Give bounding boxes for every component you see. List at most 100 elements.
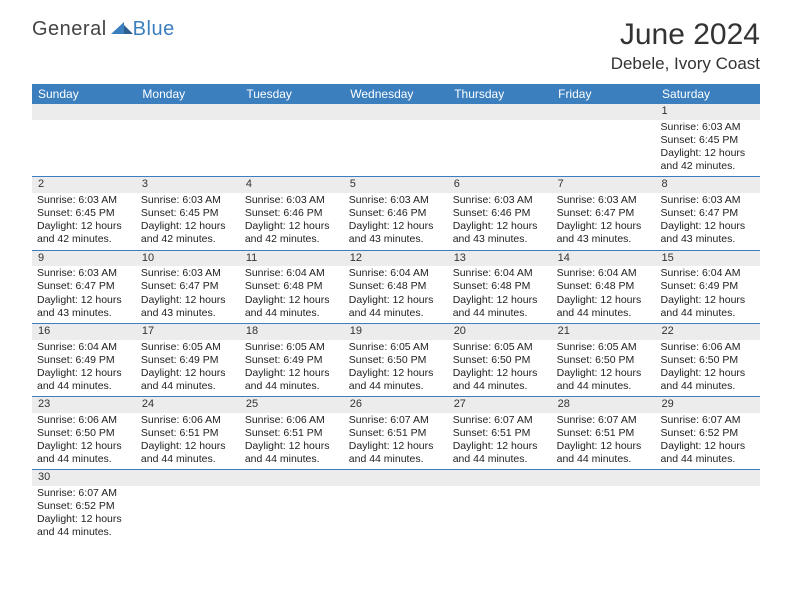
day-cell: Sunrise: 6:04 AMSunset: 6:48 PMDaylight:…	[344, 266, 448, 323]
daylight-line1: Daylight: 12 hours	[37, 294, 131, 307]
location: Debele, Ivory Coast	[611, 54, 760, 74]
daylight-line2: and 44 minutes.	[661, 307, 755, 320]
daylight-line2: and 43 minutes.	[453, 233, 547, 246]
sunset-text: Sunset: 6:49 PM	[37, 354, 131, 367]
daylight-line2: and 42 minutes.	[661, 160, 755, 173]
sunrise-text: Sunrise: 6:04 AM	[453, 267, 547, 280]
daylight-line1: Daylight: 12 hours	[557, 294, 651, 307]
daylight-line2: and 43 minutes.	[349, 233, 443, 246]
day-number: 8	[662, 178, 668, 190]
header-monday: Monday	[136, 84, 240, 104]
sunset-text: Sunset: 6:51 PM	[349, 427, 443, 440]
sunrise-text: Sunrise: 6:03 AM	[37, 267, 131, 280]
sunset-text: Sunset: 6:52 PM	[661, 427, 755, 440]
day-number-cell: 11	[240, 250, 344, 266]
day-number: 23	[38, 398, 50, 410]
logo-text-general: General	[32, 18, 107, 41]
daylight-line1: Daylight: 12 hours	[557, 367, 651, 380]
sunrise-text: Sunrise: 6:05 AM	[557, 341, 651, 354]
day-cell: Sunrise: 6:06 AMSunset: 6:51 PMDaylight:…	[136, 413, 240, 470]
day-cell	[136, 486, 240, 543]
day-number-cell: 7	[552, 177, 656, 193]
daylight-line1: Daylight: 12 hours	[245, 440, 339, 453]
day-number-cell: 22	[656, 323, 760, 339]
daylight-line2: and 44 minutes.	[453, 380, 547, 393]
sunrise-text: Sunrise: 6:04 AM	[349, 267, 443, 280]
daylight-line1: Daylight: 12 hours	[349, 440, 443, 453]
day-number-cell: 17	[136, 323, 240, 339]
day-cell: Sunrise: 6:04 AMSunset: 6:49 PMDaylight:…	[32, 340, 136, 397]
day-number: 27	[454, 398, 466, 410]
day-cell: Sunrise: 6:07 AMSunset: 6:51 PMDaylight:…	[552, 413, 656, 470]
day-cell: Sunrise: 6:03 AMSunset: 6:45 PMDaylight:…	[656, 120, 760, 177]
daylight-line1: Daylight: 12 hours	[349, 367, 443, 380]
day-number: 7	[558, 178, 564, 190]
day-number-cell	[240, 104, 344, 120]
sunset-text: Sunset: 6:50 PM	[453, 354, 547, 367]
day-number: 22	[662, 325, 674, 337]
sunrise-text: Sunrise: 6:03 AM	[349, 194, 443, 207]
day-number-cell: 26	[344, 397, 448, 413]
daylight-line1: Daylight: 12 hours	[141, 220, 235, 233]
day-cell: Sunrise: 6:05 AMSunset: 6:49 PMDaylight:…	[136, 340, 240, 397]
daylight-line2: and 44 minutes.	[453, 307, 547, 320]
day-number-cell: 19	[344, 323, 448, 339]
day-cell: Sunrise: 6:06 AMSunset: 6:50 PMDaylight:…	[656, 340, 760, 397]
daylight-line1: Daylight: 12 hours	[37, 440, 131, 453]
day-number-cell: 23	[32, 397, 136, 413]
sunrise-text: Sunrise: 6:03 AM	[245, 194, 339, 207]
day-cell: Sunrise: 6:05 AMSunset: 6:50 PMDaylight:…	[552, 340, 656, 397]
sunrise-text: Sunrise: 6:03 AM	[37, 194, 131, 207]
day-number: 3	[142, 178, 148, 190]
daylight-line1: Daylight: 12 hours	[661, 294, 755, 307]
sunset-text: Sunset: 6:50 PM	[661, 354, 755, 367]
day-cell: Sunrise: 6:07 AMSunset: 6:51 PMDaylight:…	[448, 413, 552, 470]
day-number: 9	[38, 252, 44, 264]
day-number: 30	[38, 471, 50, 483]
header-saturday: Saturday	[656, 84, 760, 104]
day-cell	[240, 486, 344, 543]
day-number-cell: 18	[240, 323, 344, 339]
sunset-text: Sunset: 6:47 PM	[37, 280, 131, 293]
day-number-cell	[136, 104, 240, 120]
day-cell: Sunrise: 6:04 AMSunset: 6:48 PMDaylight:…	[240, 266, 344, 323]
day-number-cell: 13	[448, 250, 552, 266]
daylight-line2: and 44 minutes.	[557, 307, 651, 320]
day-cell: Sunrise: 6:04 AMSunset: 6:48 PMDaylight:…	[448, 266, 552, 323]
day-number-cell: 28	[552, 397, 656, 413]
day-data-row: Sunrise: 6:03 AMSunset: 6:47 PMDaylight:…	[32, 266, 760, 323]
daylight-line2: and 43 minutes.	[141, 307, 235, 320]
sunset-text: Sunset: 6:45 PM	[661, 134, 755, 147]
day-cell	[32, 120, 136, 177]
daylight-line1: Daylight: 12 hours	[557, 220, 651, 233]
month-title: June 2024	[611, 18, 760, 52]
calendar-table: Sunday Monday Tuesday Wednesday Thursday…	[32, 84, 760, 543]
daylight-line2: and 44 minutes.	[349, 453, 443, 466]
day-number: 15	[662, 252, 674, 264]
day-number-cell	[448, 104, 552, 120]
sunset-text: Sunset: 6:51 PM	[453, 427, 547, 440]
daylight-line1: Daylight: 12 hours	[37, 367, 131, 380]
sunset-text: Sunset: 6:46 PM	[453, 207, 547, 220]
sunrise-text: Sunrise: 6:07 AM	[37, 487, 131, 500]
sunset-text: Sunset: 6:48 PM	[349, 280, 443, 293]
daylight-line1: Daylight: 12 hours	[245, 367, 339, 380]
sunset-text: Sunset: 6:47 PM	[661, 207, 755, 220]
day-number: 6	[454, 178, 460, 190]
header-wednesday: Wednesday	[344, 84, 448, 104]
day-number-cell: 14	[552, 250, 656, 266]
logo: General Blue	[32, 18, 175, 41]
sunrise-text: Sunrise: 6:05 AM	[141, 341, 235, 354]
day-cell	[240, 120, 344, 177]
daylight-line1: Daylight: 12 hours	[141, 440, 235, 453]
sunrise-text: Sunrise: 6:03 AM	[661, 194, 755, 207]
day-number: 29	[662, 398, 674, 410]
day-number-cell: 5	[344, 177, 448, 193]
sunrise-text: Sunrise: 6:07 AM	[661, 414, 755, 427]
daylight-line2: and 43 minutes.	[37, 307, 131, 320]
daylight-line1: Daylight: 12 hours	[661, 147, 755, 160]
daylight-line2: and 44 minutes.	[245, 380, 339, 393]
daylight-line2: and 44 minutes.	[141, 380, 235, 393]
day-number-cell: 29	[656, 397, 760, 413]
day-number: 21	[558, 325, 570, 337]
